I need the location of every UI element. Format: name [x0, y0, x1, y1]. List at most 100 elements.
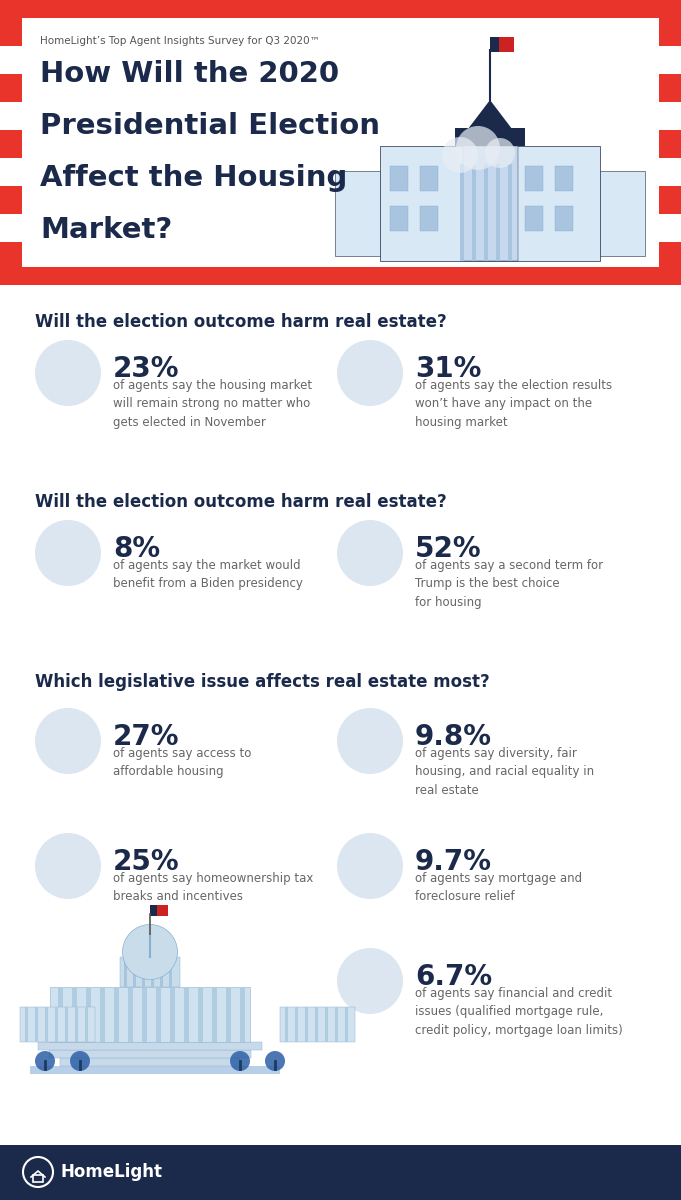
- FancyBboxPatch shape: [0, 130, 22, 158]
- Circle shape: [35, 833, 101, 899]
- FancyBboxPatch shape: [38, 1042, 262, 1050]
- Text: Market?: Market?: [40, 216, 172, 244]
- FancyBboxPatch shape: [490, 37, 499, 52]
- Text: 31%: 31%: [415, 355, 481, 383]
- FancyBboxPatch shape: [0, 283, 22, 298]
- FancyBboxPatch shape: [380, 146, 600, 260]
- FancyBboxPatch shape: [659, 283, 681, 298]
- Circle shape: [442, 137, 478, 173]
- FancyBboxPatch shape: [490, 37, 514, 52]
- Text: of agents say financial and credit
issues (qualified mortgage rule,
credit polic: of agents say financial and credit issue…: [415, 986, 622, 1037]
- Circle shape: [456, 126, 500, 170]
- FancyBboxPatch shape: [600, 170, 645, 256]
- Text: of agents say access to
affordable housing: of agents say access to affordable housi…: [113, 746, 251, 779]
- FancyBboxPatch shape: [0, 46, 22, 74]
- FancyBboxPatch shape: [555, 206, 573, 230]
- FancyBboxPatch shape: [0, 266, 681, 284]
- FancyBboxPatch shape: [150, 905, 168, 916]
- Text: HomeLight’s Top Agent Insights Survey for Q3 2020™: HomeLight’s Top Agent Insights Survey fo…: [40, 36, 320, 46]
- FancyBboxPatch shape: [390, 166, 408, 191]
- Circle shape: [485, 138, 515, 168]
- FancyBboxPatch shape: [30, 1066, 280, 1074]
- FancyBboxPatch shape: [659, 186, 681, 214]
- FancyBboxPatch shape: [86, 986, 91, 1042]
- FancyBboxPatch shape: [499, 65, 514, 67]
- FancyBboxPatch shape: [114, 986, 119, 1042]
- FancyBboxPatch shape: [20, 1007, 95, 1042]
- Text: of agents say mortgage and
foreclosure relief: of agents say mortgage and foreclosure r…: [415, 872, 582, 904]
- FancyBboxPatch shape: [496, 164, 500, 260]
- FancyBboxPatch shape: [659, 214, 681, 242]
- FancyBboxPatch shape: [345, 1007, 348, 1042]
- FancyBboxPatch shape: [72, 986, 77, 1042]
- Circle shape: [337, 520, 403, 586]
- FancyBboxPatch shape: [170, 986, 175, 1042]
- Text: 25%: 25%: [113, 848, 180, 876]
- Circle shape: [35, 520, 101, 586]
- Circle shape: [70, 1051, 90, 1070]
- FancyBboxPatch shape: [472, 164, 476, 260]
- FancyBboxPatch shape: [455, 128, 525, 146]
- Circle shape: [35, 340, 101, 406]
- FancyBboxPatch shape: [0, 1145, 681, 1200]
- Text: 8%: 8%: [113, 535, 160, 563]
- FancyBboxPatch shape: [484, 164, 488, 260]
- Text: of agents say the election results
won’t have any impact on the
housing market: of agents say the election results won’t…: [415, 379, 612, 428]
- FancyBboxPatch shape: [142, 958, 145, 986]
- FancyBboxPatch shape: [151, 958, 154, 986]
- FancyBboxPatch shape: [100, 986, 105, 1042]
- FancyBboxPatch shape: [659, 74, 681, 102]
- Circle shape: [337, 708, 403, 774]
- FancyBboxPatch shape: [0, 158, 22, 186]
- Circle shape: [337, 340, 403, 406]
- FancyBboxPatch shape: [0, 214, 22, 242]
- FancyBboxPatch shape: [335, 1007, 338, 1042]
- FancyBboxPatch shape: [659, 130, 681, 158]
- FancyBboxPatch shape: [169, 958, 172, 986]
- Ellipse shape: [123, 924, 178, 979]
- Circle shape: [337, 948, 403, 1014]
- Circle shape: [35, 1051, 55, 1070]
- FancyBboxPatch shape: [75, 1007, 78, 1042]
- FancyBboxPatch shape: [659, 158, 681, 186]
- FancyBboxPatch shape: [156, 986, 161, 1042]
- FancyBboxPatch shape: [325, 1007, 328, 1042]
- FancyBboxPatch shape: [160, 958, 163, 986]
- FancyBboxPatch shape: [555, 166, 573, 191]
- FancyBboxPatch shape: [285, 1007, 288, 1042]
- FancyBboxPatch shape: [212, 986, 217, 1042]
- FancyBboxPatch shape: [198, 986, 203, 1042]
- FancyBboxPatch shape: [226, 986, 231, 1042]
- FancyBboxPatch shape: [0, 102, 22, 130]
- Circle shape: [265, 1051, 285, 1070]
- FancyBboxPatch shape: [420, 206, 438, 230]
- FancyBboxPatch shape: [58, 986, 63, 1042]
- FancyBboxPatch shape: [142, 986, 147, 1042]
- FancyBboxPatch shape: [335, 170, 380, 256]
- Text: Will the election outcome harm real estate?: Will the election outcome harm real esta…: [35, 493, 447, 511]
- FancyBboxPatch shape: [659, 46, 681, 74]
- FancyBboxPatch shape: [508, 164, 512, 260]
- FancyBboxPatch shape: [133, 958, 136, 986]
- FancyBboxPatch shape: [0, 74, 22, 102]
- Text: Affect the Housing: Affect the Housing: [40, 164, 347, 192]
- FancyBboxPatch shape: [659, 242, 681, 270]
- FancyBboxPatch shape: [0, 242, 22, 270]
- FancyBboxPatch shape: [25, 1007, 28, 1042]
- FancyBboxPatch shape: [35, 1007, 38, 1042]
- FancyBboxPatch shape: [85, 1007, 88, 1042]
- Text: 9.8%: 9.8%: [415, 722, 492, 751]
- Text: Will the election outcome harm real estate?: Will the election outcome harm real esta…: [35, 313, 447, 331]
- FancyBboxPatch shape: [0, 0, 681, 18]
- Text: 23%: 23%: [113, 355, 180, 383]
- Text: 9.7%: 9.7%: [415, 848, 492, 876]
- Text: of agents say diversity, fair
housing, and racial equality in
real estate: of agents say diversity, fair housing, a…: [415, 746, 594, 797]
- FancyBboxPatch shape: [60, 1058, 240, 1066]
- Polygon shape: [455, 100, 525, 146]
- Text: HomeLight: HomeLight: [60, 1163, 162, 1181]
- FancyBboxPatch shape: [280, 1007, 355, 1042]
- Circle shape: [35, 708, 101, 774]
- Text: How Will the 2020: How Will the 2020: [40, 60, 339, 88]
- FancyBboxPatch shape: [499, 55, 514, 56]
- FancyBboxPatch shape: [390, 206, 408, 230]
